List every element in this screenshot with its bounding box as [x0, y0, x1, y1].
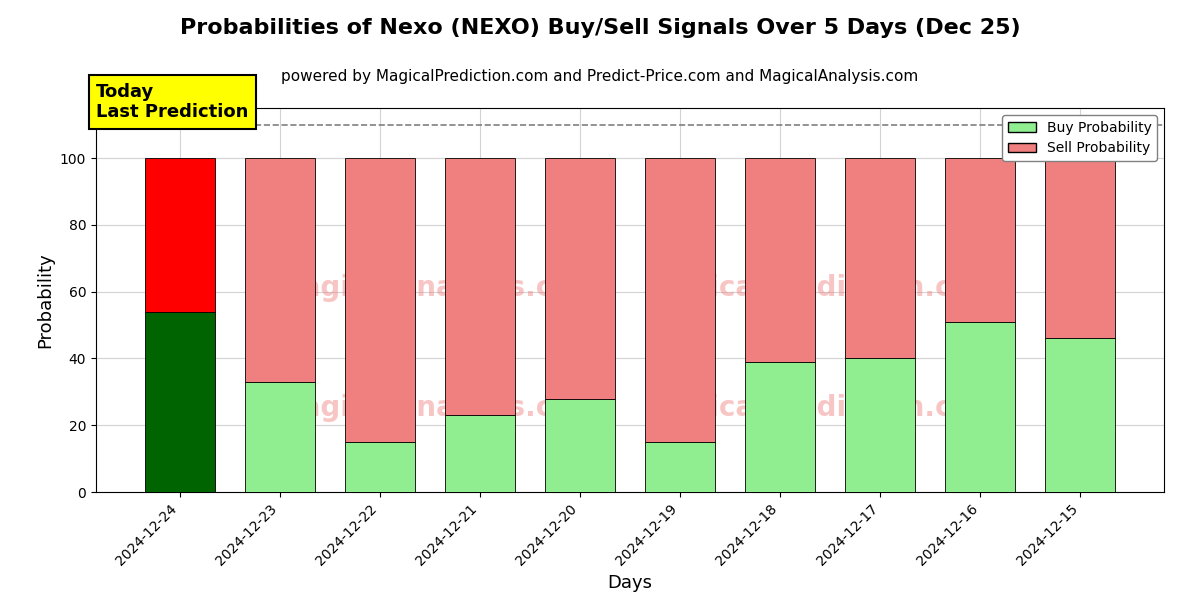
Bar: [646, 158, 715, 442]
Bar: [646, 442, 715, 492]
Text: powered by MagicalPrediction.com and Predict-Price.com and MagicalAnalysis.com: powered by MagicalPrediction.com and Pre…: [281, 69, 919, 84]
Text: MagicalPrediction.com: MagicalPrediction.com: [644, 394, 1001, 422]
Bar: [1045, 338, 1116, 492]
Text: MagicalPrediction.com: MagicalPrediction.com: [644, 274, 1001, 302]
Bar: [946, 322, 1015, 492]
Bar: [344, 442, 415, 492]
Bar: [1045, 158, 1116, 338]
Bar: [445, 158, 515, 415]
Bar: [144, 158, 215, 311]
Y-axis label: Probability: Probability: [36, 252, 54, 348]
Legend: Buy Probability, Sell Probability: Buy Probability, Sell Probability: [1002, 115, 1157, 161]
Bar: [946, 158, 1015, 322]
Bar: [245, 382, 314, 492]
Text: Probabilities of Nexo (NEXO) Buy/Sell Signals Over 5 Days (Dec 25): Probabilities of Nexo (NEXO) Buy/Sell Si…: [180, 18, 1020, 38]
Bar: [745, 362, 815, 492]
Text: MagicalAnalysis.com: MagicalAnalysis.com: [275, 274, 601, 302]
Bar: [845, 358, 916, 492]
Bar: [545, 158, 614, 398]
Bar: [144, 311, 215, 492]
Bar: [344, 158, 415, 442]
Bar: [745, 158, 815, 362]
Bar: [245, 158, 314, 382]
Bar: [545, 398, 614, 492]
Bar: [845, 158, 916, 358]
Text: MagicalAnalysis.com: MagicalAnalysis.com: [275, 394, 601, 422]
Text: Today
Last Prediction: Today Last Prediction: [96, 83, 248, 121]
Bar: [445, 415, 515, 492]
X-axis label: Days: Days: [607, 574, 653, 592]
